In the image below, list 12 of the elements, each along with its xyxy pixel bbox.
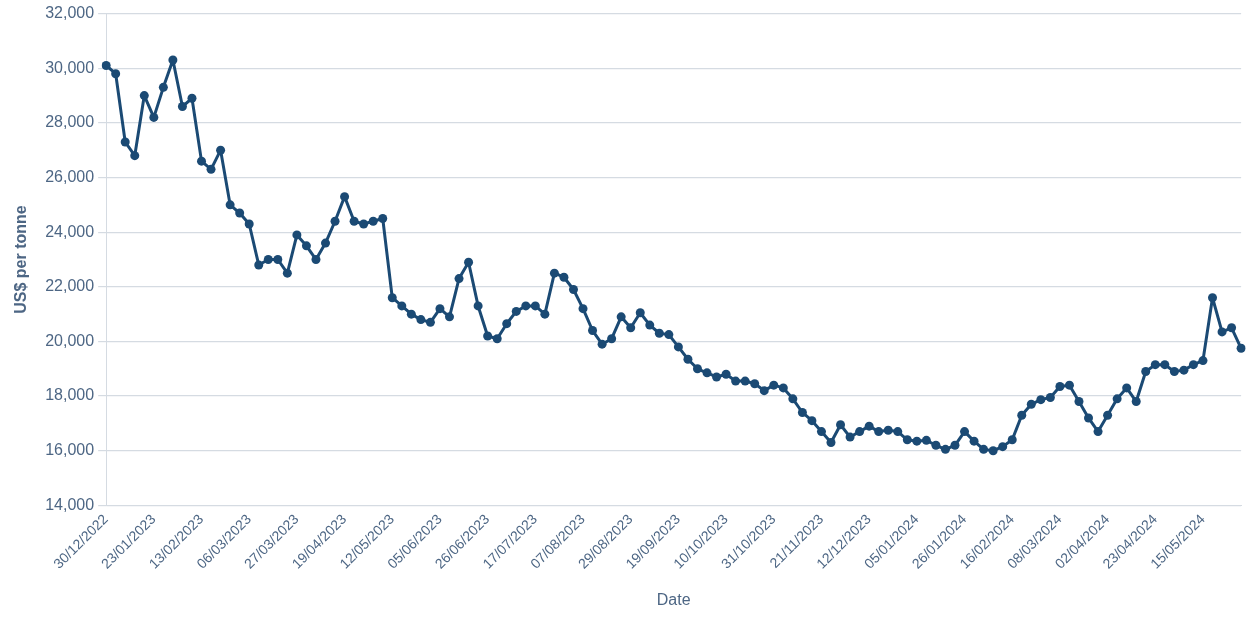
- y-tick-label: 20,000: [45, 331, 95, 349]
- y-tick-label: 26,000: [45, 167, 95, 185]
- y-axis-title: US$ per tonne: [12, 205, 30, 314]
- y-tick-label: 14,000: [45, 495, 95, 513]
- y-tick-label: 24,000: [45, 222, 95, 240]
- y-tick-label: 32,000: [45, 4, 95, 22]
- y-tick-label: 28,000: [45, 113, 95, 131]
- y-tick-label: 30,000: [45, 58, 95, 76]
- y-tick-label: 22,000: [45, 277, 95, 295]
- y-tick-label: 16,000: [45, 441, 95, 459]
- x-axis-title: Date: [656, 590, 691, 608]
- y-tick-label: 18,000: [45, 386, 95, 404]
